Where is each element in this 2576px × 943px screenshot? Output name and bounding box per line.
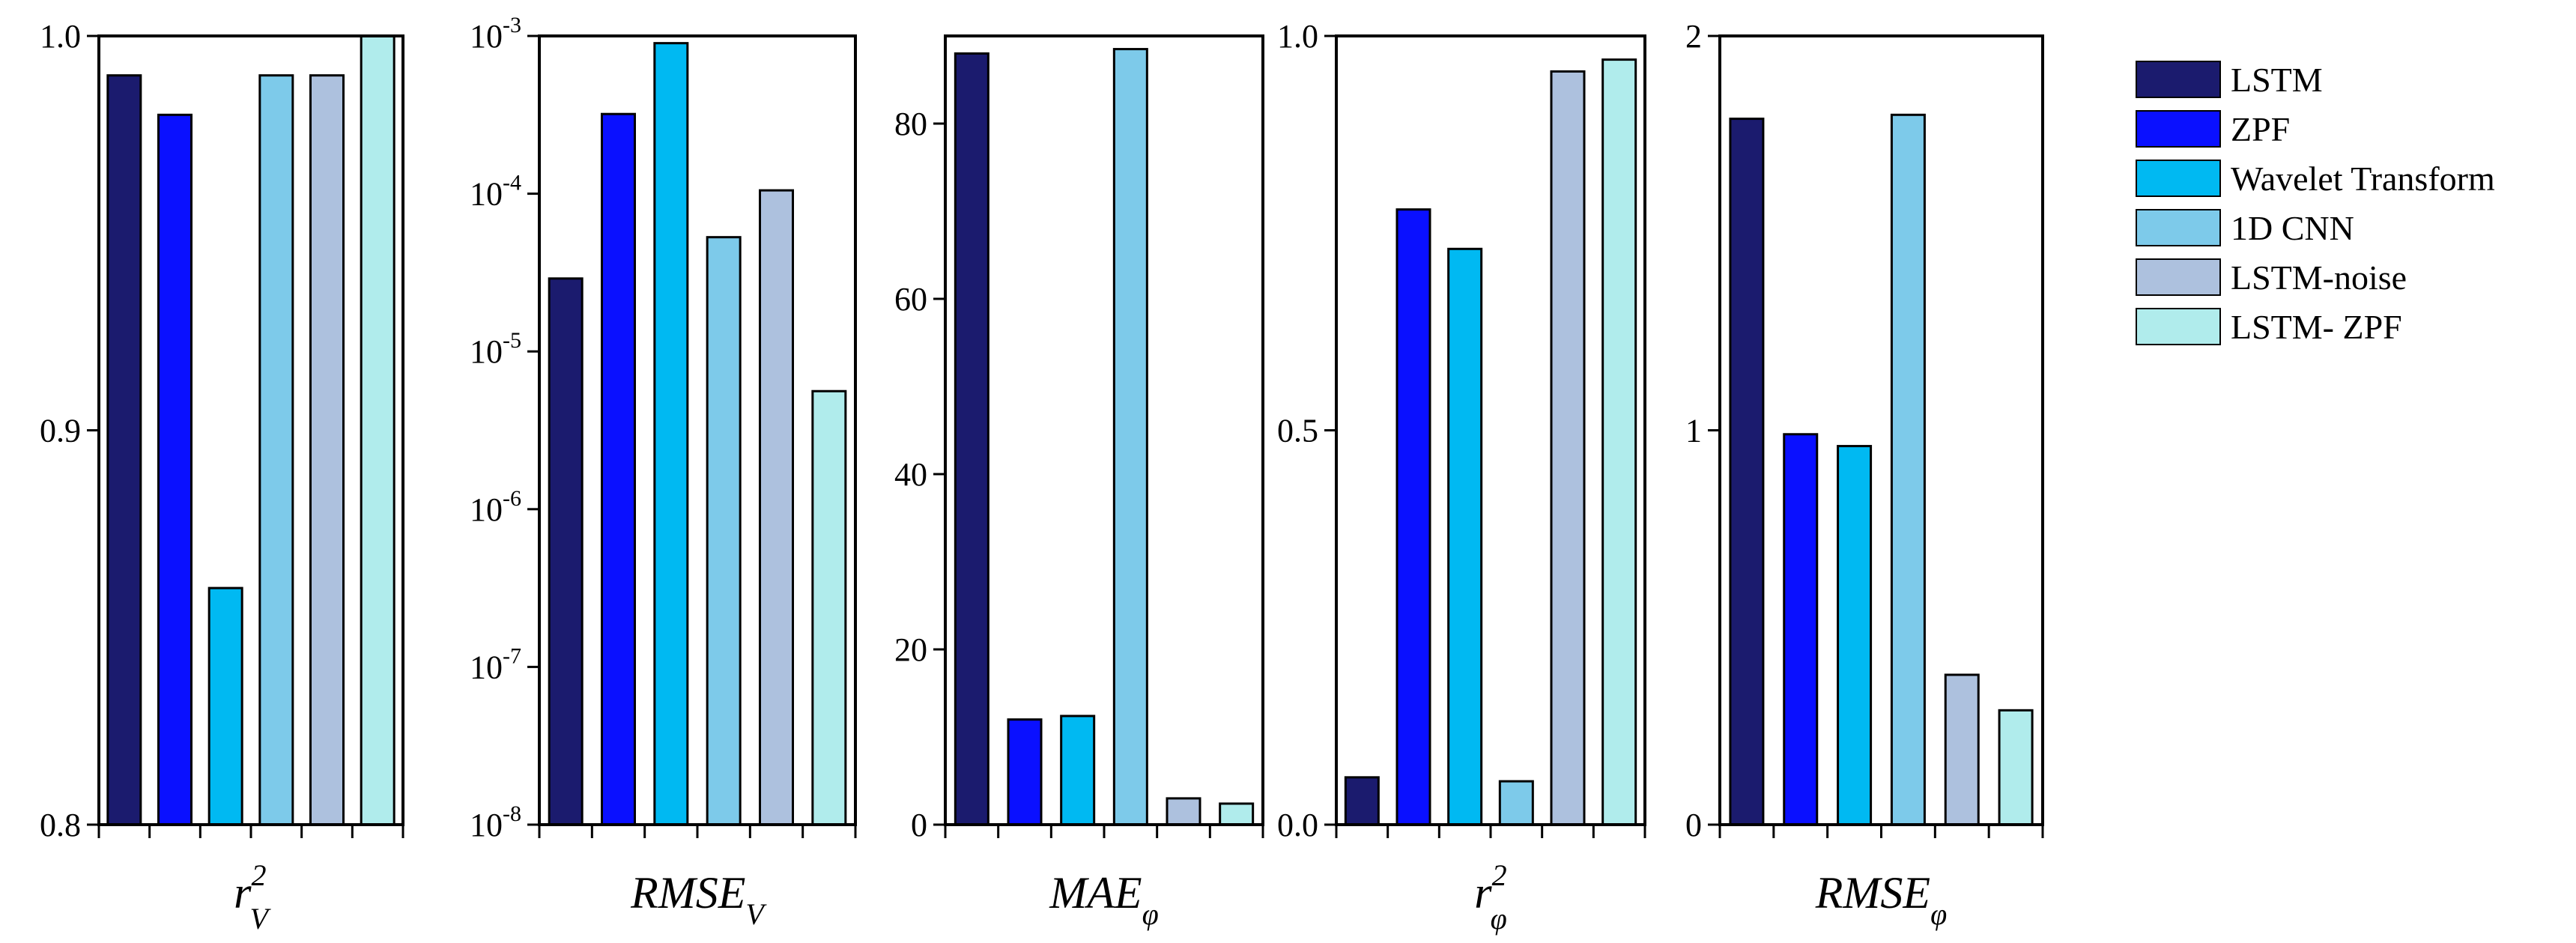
- legend-item-1: LSTM: [2136, 61, 2323, 99]
- y-tick-label-2-2: 10-6: [470, 486, 521, 528]
- plot-frame-4: [1335, 34, 1646, 826]
- legend-swatch-2: [2136, 110, 2221, 148]
- x-axis-title-2: RMSEV: [630, 868, 767, 931]
- y-tick-label-1-0: 0.8: [40, 807, 81, 843]
- legend-swatch-6: [2136, 308, 2221, 345]
- bar-4-2: [1395, 208, 1431, 826]
- bar-3-2: [1007, 718, 1043, 826]
- chart-panel-3: 0 20 40 60 80 MAEφ: [894, 34, 1264, 931]
- legend-label-6: LSTM- ZPF: [2231, 308, 2402, 346]
- y-tick-label-5-1: 1: [1685, 413, 1702, 449]
- legend-swatch-1: [2136, 61, 2221, 98]
- bar-2-6: [811, 389, 847, 826]
- plot-frame-1: [97, 34, 404, 826]
- legend-item-4: 1D CNN: [2136, 209, 2354, 247]
- bar-3-3: [1060, 715, 1096, 826]
- bar-3-5: [1166, 797, 1201, 826]
- bar-5-2: [1783, 433, 1819, 826]
- bar-1-4: [258, 74, 294, 826]
- legend-swatch-4: [2136, 209, 2221, 246]
- y-tick-label-4-2: 1.0: [1277, 18, 1318, 55]
- bar-1-5: [309, 74, 345, 826]
- bar-2-1: [548, 277, 584, 826]
- y-tick-label-5-2: 2: [1685, 18, 1702, 55]
- legend-item-6: LSTM- ZPF: [2136, 308, 2402, 346]
- y-tick-label-4-0: 0.0: [1277, 807, 1318, 843]
- bar-3-6: [1219, 802, 1255, 826]
- legend-item-2: ZPF: [2136, 110, 2290, 148]
- chart-panel-4: 0.0 0.5 1.0 r2 φ: [1277, 18, 1646, 936]
- y-tick-label-2-3: 10-5: [470, 328, 521, 370]
- bar-5-6: [1998, 709, 2034, 826]
- y-tick-label-3-3: 60: [894, 281, 927, 318]
- legend-label-5: LSTM-noise: [2231, 258, 2407, 297]
- bar-5-5: [1944, 673, 1980, 826]
- bar-4-5: [1550, 70, 1586, 826]
- y-tick-label-4-1: 0.5: [1277, 413, 1318, 449]
- x-axis-title-3: MAEφ: [1049, 868, 1158, 931]
- legend-swatch-5: [2136, 258, 2221, 296]
- y-tick-label-3-2: 40: [894, 456, 927, 493]
- legend: LSTM ZPF Wavelet Transform 1D CNN LSTM-noise…: [2136, 61, 2495, 346]
- legend-label-4: 1D CNN: [2231, 209, 2354, 247]
- y-tick-label-3-0: 0: [911, 807, 927, 843]
- y-tick-label-5-0: 0: [1685, 807, 1702, 843]
- plot-frame-5: [1718, 34, 2044, 826]
- legend-label-2: ZPF: [2231, 110, 2290, 148]
- bar-4-1: [1344, 776, 1380, 826]
- bar-5-3: [1837, 445, 1873, 826]
- bar-2-3: [653, 42, 689, 826]
- chart-panels: 0.8 0.9 1.0 r2 V 10-8 10-7 10-6 10-5 10-4 10-3 RMSE…: [40, 13, 2044, 936]
- y-tick-label-2-0: 10-8: [470, 801, 521, 843]
- plot-frame-3: [944, 34, 1264, 826]
- bar-4-6: [1601, 58, 1637, 826]
- bar-2-5: [759, 189, 794, 826]
- bar-3-4: [1112, 48, 1148, 826]
- y-tick-label-2-5: 10-3: [470, 13, 521, 55]
- y-tick-label-2-1: 10-7: [470, 643, 521, 685]
- bar-3-1: [954, 52, 990, 826]
- x-axis-title-4: r2 φ: [1474, 858, 1507, 936]
- legend-swatch-3: [2136, 160, 2221, 197]
- bar-1-3: [207, 586, 243, 826]
- plot-frame-2: [538, 34, 857, 826]
- x-axis-title-1: r2 V: [234, 858, 271, 936]
- legend-label-3: Wavelet Transform: [2231, 160, 2495, 198]
- bar-2-2: [601, 112, 636, 826]
- x-axis-title-5: RMSEφ: [1815, 868, 1947, 931]
- bar-4-4: [1498, 780, 1534, 826]
- chart-panel-2: 10-8 10-7 10-6 10-5 10-4 10-3 RMSEV: [470, 13, 857, 931]
- bar-1-6: [360, 34, 396, 826]
- bar-5-1: [1729, 118, 1765, 826]
- y-tick-label-1-1: 0.9: [40, 413, 81, 449]
- chart-panel-5: 0 1 2 RMSEφ: [1685, 18, 2044, 931]
- bar-1-2: [157, 113, 193, 826]
- y-tick-label-3-4: 80: [894, 106, 927, 142]
- legend-item-3: Wavelet Transform: [2136, 160, 2495, 198]
- legend-item-5: LSTM-noise: [2136, 258, 2407, 297]
- y-tick-label-3-1: 20: [894, 631, 927, 668]
- y-tick-label-2-4: 10-4: [470, 171, 521, 213]
- bar-1-1: [106, 74, 142, 826]
- chart-panel-1: 0.8 0.9 1.0 r2 V: [40, 18, 404, 936]
- y-tick-label-1-2: 1.0: [40, 18, 81, 55]
- bar-4-3: [1447, 247, 1483, 826]
- legend-label-1: LSTM: [2231, 61, 2323, 99]
- bar-2-4: [706, 236, 742, 826]
- bar-5-4: [1890, 113, 1926, 826]
